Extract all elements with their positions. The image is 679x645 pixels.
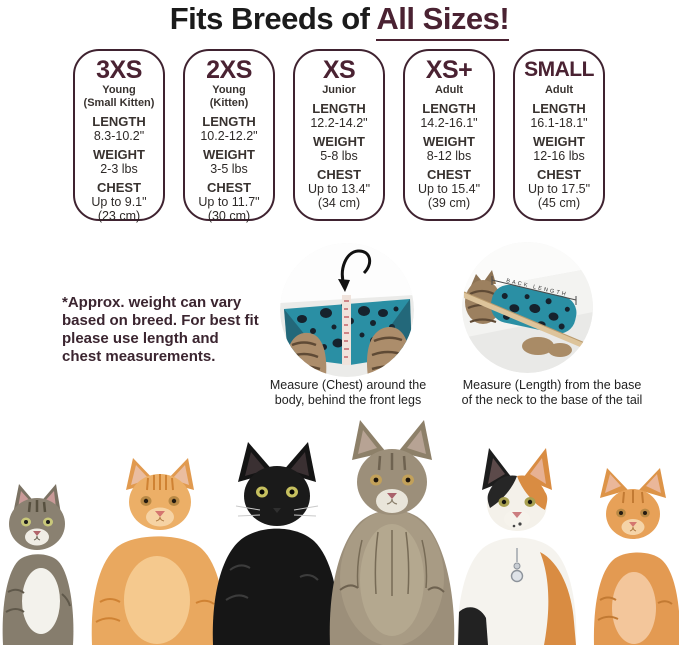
size-card-small: SMALL Adult LENGTH 16.1-18.1" WEIGHT 12-… — [513, 49, 605, 221]
ruler — [463, 291, 593, 352]
length-spec: LENGTH 12.2-14.2" — [310, 101, 368, 130]
age-note: (Kitten) — [209, 97, 249, 109]
length-spec: LENGTH 16.1-18.1" — [530, 101, 588, 130]
pendant — [510, 548, 524, 583]
weight-spec: WEIGHT 2-3 lbs — [93, 147, 145, 176]
size-cards-row: 3XS Young (Small Kitten) LENGTH 8.3-10.2… — [73, 49, 605, 223]
weight-spec: WEIGHT 5-8 lbs — [313, 134, 365, 163]
age-line: Junior — [322, 84, 356, 96]
cat-photo-orange-tabby — [91, 458, 226, 645]
chest-spec: CHEST Up to 15.4" (39 cm) — [417, 167, 481, 210]
size-label: SMALL — [524, 58, 594, 81]
length-spec: LENGTH 10.2-12.2" — [200, 114, 258, 143]
cat-photo-maine-coon — [329, 420, 455, 645]
weight-spec: WEIGHT 8-12 lbs — [423, 134, 475, 163]
chest-spec: CHEST Up to 11.7" (30 cm) — [198, 180, 260, 223]
size-card-xs: XS Junior LENGTH 12.2-14.2" WEIGHT 5-8 l… — [293, 49, 385, 221]
chest-measure-caption: Measure (Chest) around the body, behind … — [269, 378, 427, 407]
chest-measurement-photo — [280, 243, 414, 377]
size-card-xs-plus: XS+ Adult LENGTH 14.2-16.1" WEIGHT 8-12 … — [403, 49, 495, 221]
length-spec: LENGTH 14.2-16.1" — [420, 101, 478, 130]
size-label: XS+ — [425, 56, 473, 84]
length-spec: LENGTH 8.3-10.2" — [92, 114, 146, 143]
title-highlight: All Sizes! — [376, 1, 510, 41]
chest-spec: CHEST Up to 17.5" (45 cm) — [527, 167, 591, 210]
cats-row-photo — [2, 420, 679, 645]
cat-photo-black-longhair — [212, 442, 340, 645]
weight-spec: WEIGHT 3-5 lbs — [203, 147, 255, 176]
chest-spec: CHEST Up to 9.1" (23 cm) — [91, 180, 147, 223]
age-line: Young — [212, 84, 246, 96]
age-line: Adult — [544, 84, 574, 96]
cat-photo-calico — [457, 448, 577, 645]
weight-disclaimer-note: *Approx. weight can vary based on breed.… — [62, 294, 259, 365]
size-label: 2XS — [206, 56, 252, 84]
length-measurement-illustration: BACK LENGTH — [462, 242, 593, 373]
cat-photo-gray-tabby-kitten — [2, 484, 74, 645]
size-card-3xs: 3XS Young (Small Kitten) LENGTH 8.3-10.2… — [73, 49, 165, 223]
chest-spec: CHEST Up to 13.4" (34 cm) — [307, 167, 371, 210]
teal-garment-back — [490, 284, 577, 334]
curved-arrow-icon — [338, 249, 372, 292]
title-prefix: Fits Breeds of — [169, 1, 377, 36]
cat-photo-orange-longhair — [593, 468, 679, 645]
age-line: Adult — [434, 84, 464, 96]
page-title: Fits Breeds of All Sizes! — [0, 1, 679, 41]
size-card-2xs: 2XS Young (Kitten) LENGTH 10.2-12.2" WEI… — [183, 49, 275, 223]
size-label: XS — [322, 56, 356, 84]
chest-measurement-illustration — [280, 243, 414, 377]
weight-spec: WEIGHT 12-16 lbs — [533, 134, 585, 163]
measuring-tape — [342, 295, 351, 365]
age-note: (Small Kitten) — [83, 97, 155, 109]
age-line: Young — [102, 84, 136, 96]
size-label: 3XS — [96, 56, 142, 84]
length-measure-caption: Measure (Length) from the base of the ne… — [461, 378, 643, 407]
length-measurement-photo: BACK LENGTH — [462, 242, 593, 373]
